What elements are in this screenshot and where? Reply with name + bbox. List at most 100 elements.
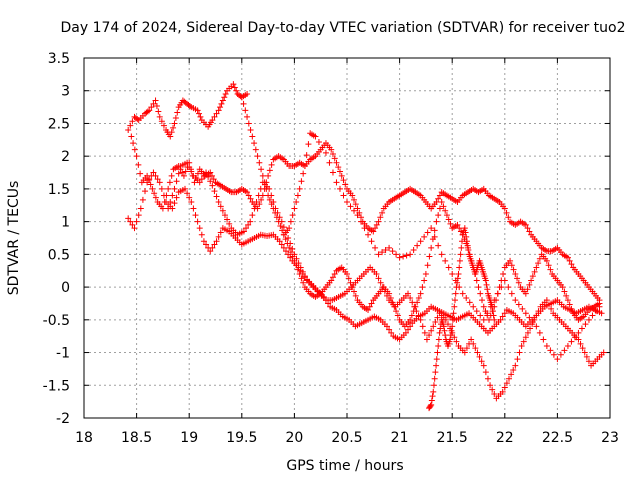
data-point [344,271,350,277]
data-point [153,103,160,109]
data-point [375,218,382,225]
data-point [447,332,454,339]
data-point [329,169,336,176]
data-point [433,362,440,369]
data-point [432,369,439,376]
data-point [433,356,440,363]
data-point [426,332,433,339]
data-point [351,288,358,295]
data-point [253,199,260,205]
data-point [554,356,561,363]
y-tick-label: 1.5 [48,182,70,198]
data-point [522,310,529,317]
data-point [282,236,289,243]
data-point [480,316,487,323]
data-point [254,153,261,160]
data-point [421,277,428,284]
data-point [463,238,470,245]
data-point [414,242,421,249]
data-point [222,91,229,97]
data-point [184,159,191,166]
data-point [598,310,605,317]
data-point [319,144,326,151]
data-point [431,375,438,382]
data-point [421,233,428,240]
data-point [464,242,471,249]
data-point [252,146,259,153]
data-point [249,212,256,219]
data-point [172,115,179,121]
data-point [501,310,508,317]
data-point [133,218,140,225]
data-point [448,327,455,334]
data-point [480,303,487,310]
data-point [473,308,480,315]
data-point [159,205,166,212]
data-point [188,168,195,175]
data-point [545,301,552,308]
data-point [507,257,514,264]
data-point [452,290,459,297]
data-point [512,271,519,277]
data-point [352,292,359,299]
data-point [146,176,153,183]
data-point [133,153,140,160]
x-tick-label: 21 [391,430,409,446]
data-point [498,284,505,291]
data-point [263,185,270,192]
data-point [463,233,470,240]
data-point [240,228,247,235]
data-point [287,218,294,225]
data-point [600,349,607,356]
data-point [412,303,419,310]
data-point [266,196,273,203]
data-point [291,257,298,264]
data-point [291,205,298,212]
data-point [393,251,400,258]
data-point [440,323,447,330]
data-point [265,192,272,199]
data-point [137,170,144,177]
data-point [585,358,592,365]
data-point [419,323,426,330]
data-point [431,233,438,240]
data-point [505,214,512,221]
y-tick-label: -2 [56,411,70,427]
data-point [548,305,555,312]
data-point [301,273,308,280]
data-point [461,349,468,356]
series-track-6 [280,130,603,363]
data-point [171,185,178,192]
data-point [247,218,254,225]
data-point [256,159,263,166]
data-point [533,312,540,319]
data-point [191,179,198,186]
data-point [475,284,482,291]
data-point [478,358,485,365]
data-point [186,164,193,171]
data-point [168,172,175,179]
data-point [503,380,510,387]
data-point [417,238,424,245]
data-point [461,225,468,232]
data-point [428,225,435,232]
data-point [261,179,268,186]
y-tick-label: 3 [61,84,70,100]
data-point [438,199,445,205]
data-point [245,221,252,228]
data-point [426,253,433,260]
data-point [335,164,342,171]
data-point [186,103,193,109]
data-point [476,353,483,360]
data-point [512,362,519,369]
data-point [198,231,205,238]
data-point [449,316,456,323]
data-point [421,329,428,336]
data-point [211,113,218,120]
data-point [428,327,435,334]
data-point [131,225,138,232]
data-point [514,275,521,282]
data-point [134,116,141,123]
data-point [354,205,361,212]
